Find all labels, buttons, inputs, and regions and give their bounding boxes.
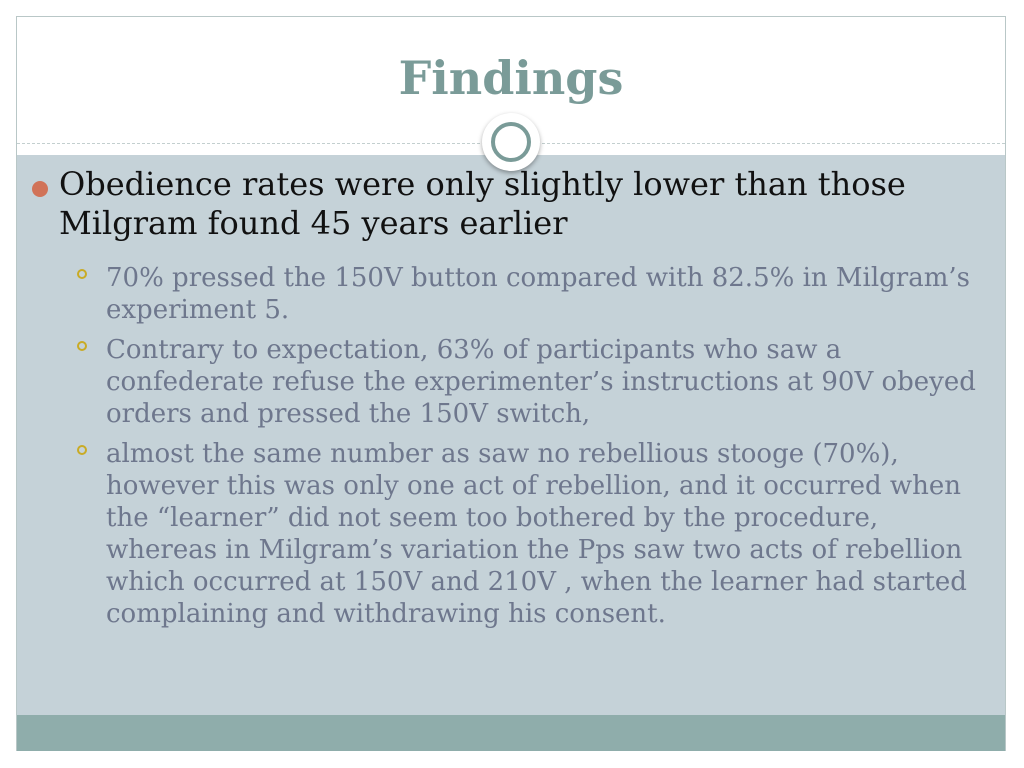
sub-bullet-text: 70% pressed the 150V button compared wit… [106,263,970,325]
slide-title: Findings [398,51,624,105]
sub-bullet-item: Contrary to expectation, 63% of particip… [76,334,976,430]
hollow-circle-bullet-icon [77,341,87,351]
slide: Findings [16,16,1006,751]
ring-ornament-icon [482,113,540,171]
filled-circle-bullet-icon [32,181,48,197]
hollow-circle-bullet-icon [77,269,87,279]
main-bullet-text: Obedience rates were only slightly lower… [59,165,906,242]
main-bullet: Obedience rates were only slightly lower… [30,165,970,243]
sub-bullet-list: 70% pressed the 150V button compared wit… [76,262,976,638]
sub-bullet-text: Contrary to expectation, 63% of particip… [106,335,976,429]
sub-bullet-item: almost the same number as saw no rebelli… [76,438,976,630]
sub-bullet-text: almost the same number as saw no rebelli… [106,439,967,629]
content-area [17,155,1005,715]
footer-bar [17,715,1005,751]
sub-bullet-item: 70% pressed the 150V button compared wit… [76,262,976,326]
hollow-circle-bullet-icon [77,445,87,455]
